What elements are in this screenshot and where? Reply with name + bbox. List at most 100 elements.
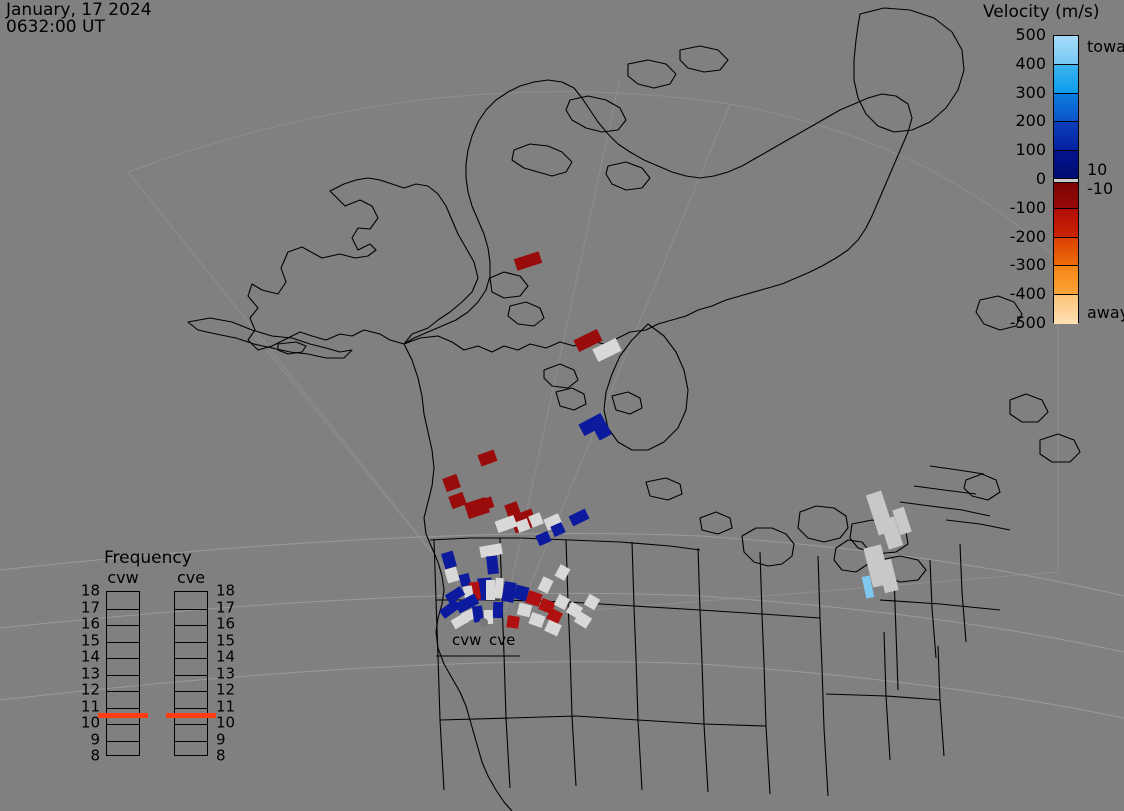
velocity-cell — [486, 580, 495, 600]
frequency-tick-line — [107, 641, 139, 643]
colorbar-title: Velocity (m/s) — [983, 2, 1100, 22]
frequency-tick-line — [175, 724, 207, 725]
frequency-tick-line — [107, 740, 139, 742]
frequency-tick-label: 10 — [216, 713, 236, 732]
colorbar-tick-label: 500 — [1015, 25, 1046, 44]
map-gridlines — [0, 533, 1124, 719]
frequency-tick-label: 17 — [216, 598, 236, 616]
velocity-cell — [528, 611, 546, 629]
frequency-tick-label: 8 — [216, 746, 226, 765]
velocity-cell — [583, 593, 601, 611]
colorbar-segment — [1054, 237, 1078, 267]
velocity-cell — [492, 601, 504, 619]
frequency-tick-label: 13 — [80, 664, 100, 682]
timestamp: January, 17 2024 0632:00 UT — [6, 2, 152, 36]
colorbar-segment — [1054, 266, 1078, 296]
frequency-tick-label: 11 — [216, 697, 236, 715]
velocity-cell — [486, 555, 499, 575]
colorbar-tick-label: 100 — [1015, 140, 1046, 160]
colorbar-zero-stripe — [1054, 178, 1078, 183]
radar-site-label-cvw: cvw — [452, 631, 482, 649]
frequency-tick-line — [107, 691, 139, 692]
frequency-tick-label: 17 — [80, 598, 100, 616]
frequency-tick-line — [107, 724, 139, 725]
frequency-tick-line — [175, 691, 207, 692]
frequency-title: Frequency — [104, 548, 192, 568]
colorbar-tick-label: -100 — [1009, 197, 1046, 217]
frequency-marker-cvw — [98, 712, 148, 718]
frequency-scale-box — [174, 591, 208, 756]
colorbar-tick-label: -500 — [1009, 313, 1046, 332]
frequency-tick-label: 15 — [80, 631, 100, 649]
colorbar-toward-label: toward — [1087, 37, 1124, 56]
velocity-cell — [537, 576, 554, 594]
colorbar-segment — [1054, 122, 1078, 152]
colorbar-segment — [1054, 295, 1078, 324]
radar-site-dot — [479, 618, 488, 627]
colorbar-near-zero-lower-label: -10 — [1087, 179, 1114, 198]
frequency-tick-line — [107, 674, 139, 676]
frequency-tick-line — [107, 707, 139, 709]
colorbar-near-zero-upper-label: 10 — [1087, 160, 1108, 179]
velocity-colorbar-panel: Velocity (m/s) 500 400 300 200 100 0 -100 -200 -… — [975, 2, 1124, 332]
velocity-cell — [444, 566, 460, 584]
velocity-cell — [477, 449, 498, 467]
frequency-tick-line — [175, 740, 207, 742]
frequency-tick-line — [175, 641, 207, 643]
frequency-panel: Frequency cvw 18 17 16 15 14 13 12 11 10 9 8 cve 18 17… — [81, 548, 236, 778]
frequency-tick-line — [107, 608, 139, 610]
colorbar-tick-label: -300 — [1009, 255, 1046, 275]
frequency-tick-label: 12 — [216, 680, 236, 699]
frequency-tick-label: 16 — [216, 614, 236, 633]
velocity-cell — [479, 496, 495, 511]
velocity-cell — [516, 602, 533, 618]
colorbar-ticks: 500 400 300 200 100 0 -100 -200 -300 -400 -500 towa… — [1010, 27, 1124, 331]
velocity-cell — [442, 473, 461, 493]
frequency-marker-cve — [166, 712, 216, 718]
frequency-tick-line — [175, 707, 207, 709]
frequency-tick-label: 16 — [80, 614, 100, 633]
frequency-tick-line — [107, 658, 139, 659]
colorbar-segment — [1054, 180, 1078, 209]
velocity-cell — [513, 251, 543, 271]
colorbar-segment — [1054, 93, 1078, 123]
velocity-cell — [544, 619, 562, 637]
timestamp-date: January, 17 2024 — [6, 0, 152, 20]
colorbar-tick-label: -400 — [1009, 284, 1046, 304]
velocity-cell — [554, 564, 571, 581]
colorbar-tick-label: 400 — [1015, 53, 1046, 73]
frequency-tick-line — [175, 674, 207, 676]
timestamp-time: 0632:00 UT — [6, 17, 105, 37]
colorbar-segment — [1054, 36, 1078, 65]
colorbar-tick-label: 0 — [1035, 169, 1046, 188]
frequency-tick-line — [107, 625, 139, 626]
frequency-tick-label: 15 — [216, 631, 236, 649]
frequency-tick-label: 8 — [90, 746, 100, 765]
colorbar-segment — [1054, 64, 1078, 94]
frequency-tick-line — [175, 625, 207, 626]
frequency-tick-label: 14 — [80, 647, 100, 666]
colorbar-tick-label: 300 — [1015, 82, 1046, 102]
frequency-tick-line — [175, 658, 207, 659]
frequency-scale-box — [106, 591, 140, 756]
frequency-tick-label: 14 — [216, 647, 236, 666]
colorbar-gradient — [1053, 35, 1079, 324]
frequency-tick-label: 9 — [216, 730, 226, 748]
radar-site-label-cve: cve — [489, 631, 516, 649]
frequency-column-name: cvw — [107, 568, 139, 587]
colorbar-segment — [1054, 151, 1078, 180]
frequency-column-name: cve — [176, 568, 206, 587]
velocity-cell — [877, 558, 899, 594]
velocity-cell — [535, 530, 552, 547]
velocity-cell — [506, 615, 520, 629]
frequency-tick-line — [175, 608, 207, 610]
frequency-tick-label: 18 — [80, 581, 100, 600]
colorbar-away-label: away — [1087, 303, 1124, 322]
colorbar-segment — [1054, 208, 1078, 238]
frequency-tick-label: 18 — [216, 581, 236, 600]
frequency-tick-label: 10 — [80, 713, 100, 732]
frequency-tick-label: 12 — [80, 680, 100, 699]
